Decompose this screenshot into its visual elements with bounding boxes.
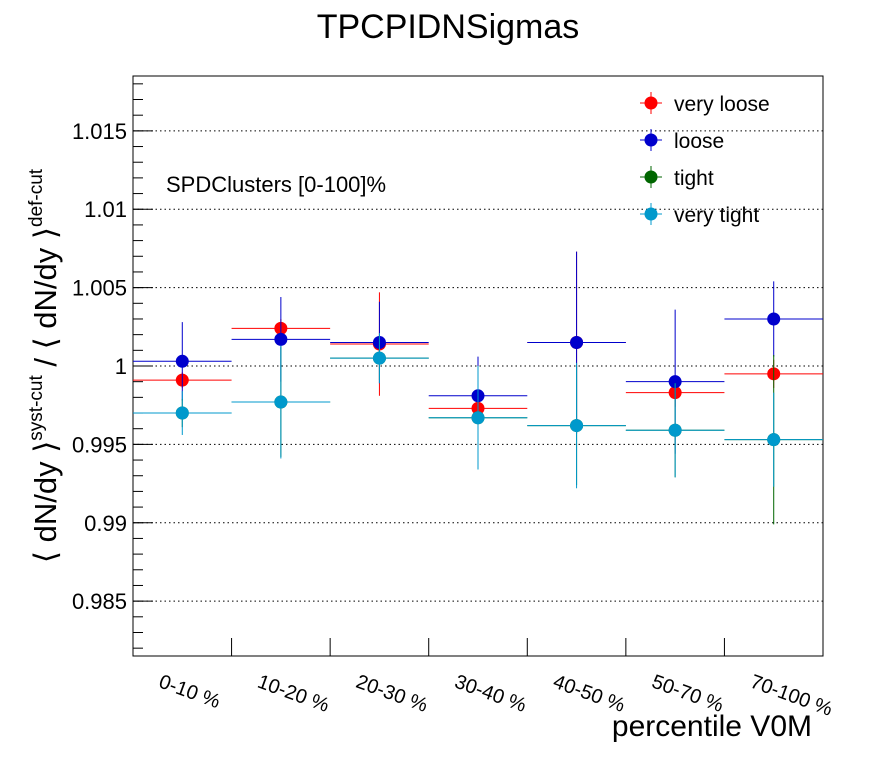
legend-marker [644, 133, 658, 147]
y-tick-label: 1.005 [72, 276, 127, 301]
y-tick-label: 0.99 [84, 511, 127, 536]
y-label-sep: / [28, 349, 63, 375]
x-tick-label: 20-30 % [353, 671, 431, 717]
data-point [471, 411, 485, 425]
chart-title: TPCPIDNSigmas [317, 8, 580, 46]
x-axis-label: percentile V0M [612, 710, 812, 743]
series-very-tight [133, 333, 823, 489]
data-marks [133, 251, 823, 525]
legend-entry: loose [640, 129, 724, 153]
y-tick-label: 0.995 [72, 432, 127, 457]
chart-annotation: SPDClusters [0-100]% [166, 172, 386, 197]
data-point [175, 354, 189, 368]
legend-marker [644, 207, 658, 221]
data-point [274, 332, 288, 346]
y-tick-label: 1 [115, 354, 127, 379]
legend-label: very tight [674, 204, 759, 227]
y-tick-label: 1.01 [84, 197, 127, 222]
legend-entry: tight [640, 166, 714, 190]
y-label-lhs-sup: syst-cut [26, 375, 47, 441]
legend: very loose loose tight very tight [640, 92, 770, 227]
x-tick-label: 10-20 % [254, 671, 332, 717]
y-label-rhs: ⟨ dN/dy ⟩ [28, 227, 63, 349]
data-point [570, 335, 584, 349]
x-axis: 0-10 % 10-20 % 20-30 % 30-40 % 40-50 % 50-70 … [156, 638, 836, 721]
y-axis-label: ⟨ dN/dy ⟩syst-cut / ⟨ dN/dy ⟩def-cut [26, 168, 63, 563]
legend-label: tight [674, 167, 714, 190]
data-point [175, 406, 189, 420]
legend-label: very loose [674, 93, 770, 116]
y-axis: 0.985 0.99 0.995 1 1.005 1.01 1.015 [72, 83, 153, 649]
legend-label: loose [674, 130, 724, 153]
data-point [274, 395, 288, 409]
legend-entry: very tight [640, 203, 759, 227]
x-tick-label: 30-40 % [452, 671, 530, 717]
legend-entry: very loose [640, 92, 770, 116]
data-point [767, 312, 781, 326]
x-tick-label: 0-10 % [156, 671, 223, 713]
y-label-lhs: ⟨ dN/dy ⟩ [28, 441, 63, 563]
data-point [668, 375, 682, 389]
y-tick-label: 1.015 [72, 119, 127, 144]
data-point [668, 423, 682, 437]
y-label-rhs-sup: def-cut [26, 168, 47, 227]
legend-marker [644, 170, 658, 184]
data-point [570, 419, 584, 433]
data-point [767, 433, 781, 447]
data-point [372, 351, 386, 365]
legend-marker [644, 96, 658, 110]
y-tick-label: 0.985 [72, 589, 127, 614]
